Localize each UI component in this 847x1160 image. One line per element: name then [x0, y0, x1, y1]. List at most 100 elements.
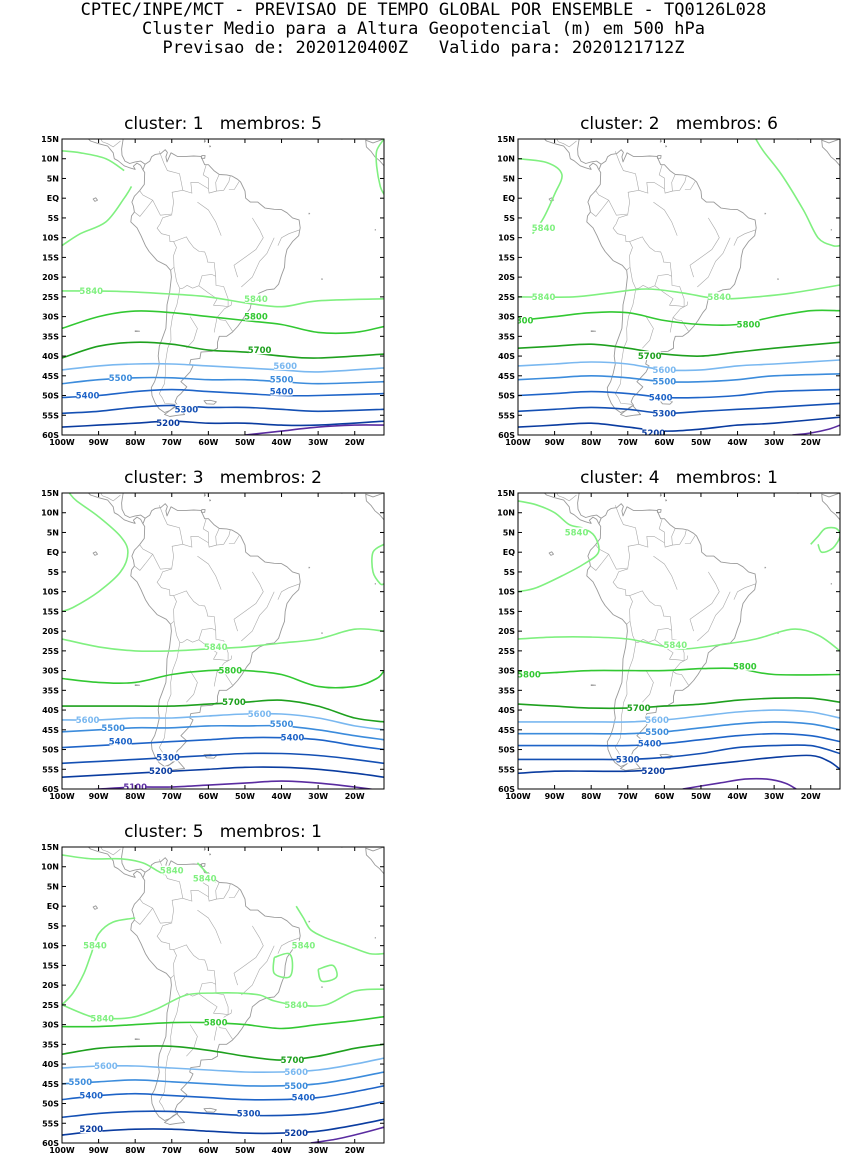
contour-label-5400: 5400	[270, 388, 294, 398]
lon-tick-label: 20W	[345, 792, 365, 801]
contour-label-5500: 5500	[101, 724, 125, 734]
country-border	[208, 529, 219, 547]
country-border	[216, 176, 230, 191]
country-border	[186, 671, 197, 703]
contour-label-5600: 5600	[273, 362, 297, 372]
lon-tick-label: 70W	[162, 792, 182, 801]
lon-tick-label: 90W	[89, 1146, 109, 1155]
coastline-central-america-pacific	[62, 486, 143, 524]
coastline-island	[210, 146, 211, 147]
contour-label-5400: 5400	[79, 1092, 103, 1102]
contour-label-5800: 5800	[737, 320, 761, 330]
contour-line-5600	[62, 364, 384, 372]
coastline-island	[591, 331, 595, 332]
country-border	[234, 926, 263, 985]
coastline-island	[210, 854, 211, 855]
contour-line-5100	[792, 425, 840, 435]
lat-tick-label: 30S	[498, 313, 515, 322]
lat-tick-label: 15N	[41, 489, 59, 498]
lat-tick-label: 15N	[497, 135, 515, 144]
coastline-island	[657, 156, 661, 159]
contour-label-5840: 5840	[565, 528, 589, 538]
contour-label-5500: 5500	[653, 378, 677, 388]
lat-tick-label: 5N	[503, 528, 515, 537]
contour-label-5840: 5840	[79, 287, 103, 297]
contour-label-5600: 5600	[94, 1062, 118, 1072]
coastline-island	[666, 500, 667, 501]
lat-tick-label: 20S	[498, 627, 515, 636]
country-border	[664, 175, 675, 193]
coastline-falklands	[204, 400, 216, 404]
country-border	[234, 572, 263, 631]
coastline-central-america-pacific	[62, 132, 143, 170]
contour-line-5500	[62, 1072, 384, 1086]
country-border	[697, 238, 730, 287]
coastline-island	[765, 567, 766, 568]
lat-tick-label: 50S	[42, 1100, 59, 1109]
lat-tick-label: 25S	[498, 647, 515, 656]
contour-label-5840: 5840	[664, 641, 688, 651]
lon-tick-label: 50W	[235, 1146, 255, 1155]
coastline-island	[309, 213, 310, 214]
country-border	[229, 890, 239, 898]
country-border	[672, 530, 686, 545]
lon-tick-label: 60W	[198, 1146, 218, 1155]
contour-line-5840	[318, 965, 337, 981]
lat-tick-label: 15N	[41, 843, 59, 852]
lon-tick-label: 50W	[235, 792, 255, 801]
contour-label-5840: 5840	[90, 1015, 114, 1025]
lat-tick-label: 25S	[42, 1001, 59, 1010]
contour-label-5800: 5800	[204, 1019, 228, 1029]
coastline-island	[309, 921, 310, 922]
lat-tick-label: 45S	[42, 372, 59, 381]
contour-label-5600: 5600	[248, 710, 272, 720]
country-border	[241, 946, 274, 995]
contour-line-5100	[311, 1127, 384, 1143]
country-border	[174, 945, 216, 997]
lat-tick-label: 20S	[498, 273, 515, 282]
country-border	[186, 1025, 197, 1057]
coastline-africa	[822, 493, 840, 520]
lat-tick-label: 55S	[42, 765, 59, 774]
coastline-central-america-pacific	[518, 132, 599, 170]
contour-label-5300: 5300	[653, 409, 677, 419]
lon-tick-label: 30W	[308, 438, 328, 447]
contour-label-5800: 5800	[733, 663, 757, 673]
contour-line-5400	[518, 734, 840, 746]
lat-tick-label: 10S	[42, 234, 59, 243]
lat-tick-label: 15N	[497, 489, 515, 498]
lon-tick-label: 60W	[198, 438, 218, 447]
lon-tick-label: 30W	[308, 1146, 328, 1155]
lon-tick-label: 50W	[235, 438, 255, 447]
contour-label-5800: 5800	[244, 313, 268, 323]
contour-line-5100	[245, 425, 384, 435]
lat-tick-label: 15S	[42, 253, 59, 262]
lat-tick-label: 50S	[42, 392, 59, 401]
coastline-galapagos	[93, 198, 97, 202]
lat-tick-label: 15N	[41, 135, 59, 144]
contour-label-5700: 5700	[281, 1056, 305, 1066]
header-line-3: Previsao de: 2020120400Z Valido para: 20…	[0, 38, 847, 58]
lat-tick-label: 50S	[498, 392, 515, 401]
contour-label-5500: 5500	[109, 374, 133, 384]
coastline-island	[322, 987, 323, 988]
lat-tick-label: 5N	[47, 528, 59, 537]
country-border	[208, 883, 219, 901]
contour-label-5300: 5300	[175, 405, 199, 415]
map-frame	[62, 139, 384, 435]
lat-tick-label: 20S	[42, 273, 59, 282]
lat-tick-label: 30S	[42, 313, 59, 322]
lat-tick-label: 5N	[503, 174, 515, 183]
contour-label-5300: 5300	[237, 1109, 261, 1119]
panel-2-title: cluster: 2 membros: 6	[518, 114, 840, 134]
coastline-africa	[822, 139, 840, 166]
lat-tick-label: 10S	[42, 588, 59, 597]
contour-label-5700: 5700	[248, 346, 272, 356]
lat-tick-label: 35S	[42, 332, 59, 341]
lat-tick-label: 35S	[498, 686, 515, 695]
lon-tick-label: 20W	[345, 1146, 365, 1155]
contour-label-5840: 5840	[160, 867, 184, 877]
country-border	[208, 175, 219, 193]
contour-line-5600	[518, 710, 840, 722]
